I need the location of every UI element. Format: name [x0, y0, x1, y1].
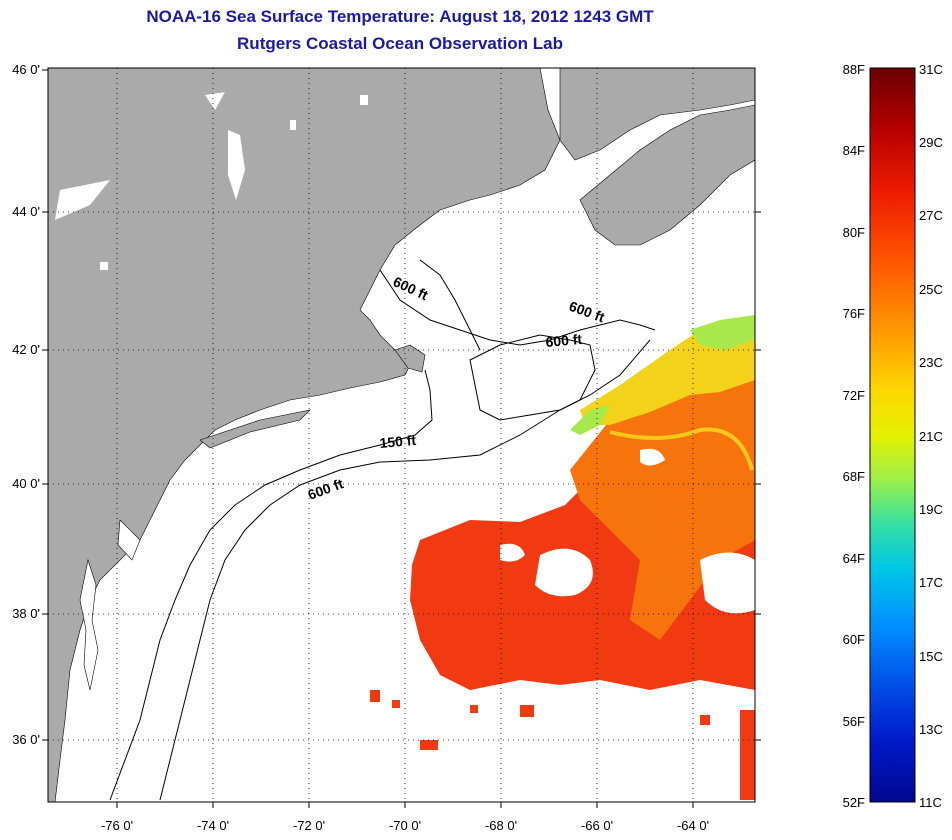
lon-tick-label: -76 0'	[101, 818, 133, 833]
tick-marks	[42, 69, 761, 808]
colorbar-c-label: 23C	[919, 355, 943, 370]
contour-line	[109, 369, 433, 801]
lat-tick-label: 42 0'	[12, 342, 40, 357]
contour-line	[379, 269, 656, 346]
colorbar-c-label: 27C	[919, 208, 943, 223]
colorbar-f-label: 52F	[843, 795, 865, 810]
colorbar-c-label: 13C	[919, 722, 943, 737]
delaware-bay	[117, 519, 141, 561]
colorbar-c-label: 29C	[919, 135, 943, 150]
colorbar-c-label: 11C	[919, 795, 942, 810]
lat-tick-label: 40 0'	[12, 476, 40, 491]
lat-tick-label: 46 0'	[12, 62, 40, 77]
colorbar-c-label: 21C	[919, 429, 943, 444]
lon-tick-label: -68 0'	[485, 818, 517, 833]
colorbar-f-label: 60F	[843, 632, 865, 647]
colorbar-c-label: 25C	[919, 282, 943, 297]
colorbar-c-label: 15C	[919, 649, 943, 664]
bathymetry-contours	[109, 259, 656, 801]
colorbar-f-label: 68F	[843, 469, 865, 484]
contour-label: 150 ft	[379, 432, 417, 451]
colorbar-f-label: 88F	[843, 62, 865, 77]
lat-tick-label: 36 0'	[12, 732, 40, 747]
colorbar-f-label: 76F	[843, 306, 865, 321]
colorbar-f-label: 64F	[843, 551, 865, 566]
long-island	[199, 409, 311, 449]
map-title: NOAA-16 Sea Surface Temperature: August …	[146, 7, 654, 26]
colorbar-c-label: 19C	[919, 502, 943, 517]
colorbar-c-label: 31C	[919, 62, 943, 77]
colorbar-f-label: 84F	[843, 143, 865, 158]
lon-tick-label: -72 0'	[293, 818, 325, 833]
colorbar-c-label: 17C	[919, 575, 943, 590]
cloud-gap	[700, 552, 755, 614]
map-subtitle: Rutgers Coastal Ocean Observation Lab	[237, 34, 563, 53]
lat-tick-label: 44 0'	[12, 204, 40, 219]
cloud-gap	[640, 448, 665, 466]
maritimes-land	[559, 68, 755, 161]
lake-champlain	[228, 130, 245, 200]
colorbar-f-label: 80F	[843, 225, 865, 240]
colorbar-f-label: 72F	[843, 388, 865, 403]
gulf-stream-filament	[609, 427, 754, 471]
contour-line	[469, 334, 596, 421]
colorbar	[869, 67, 916, 803]
contour-line	[419, 259, 481, 351]
lon-tick-label: -74 0'	[197, 818, 229, 833]
nova-scotia	[579, 104, 755, 246]
cloud-gap	[535, 548, 593, 597]
lon-tick-label: -70 0'	[389, 818, 421, 833]
cape-cod	[394, 344, 426, 373]
sst-data-layer	[370, 315, 755, 800]
green-water-patch	[570, 315, 755, 435]
map-border	[47, 67, 756, 803]
contour-label: 600 ft	[545, 331, 583, 350]
lat-tick-label: 38 0'	[12, 606, 40, 621]
land-layer	[48, 68, 755, 802]
colorbar-f-label: 56F	[843, 714, 865, 729]
lon-tick-label: -64 0'	[677, 818, 709, 833]
chesapeake-bay	[79, 558, 99, 691]
cloud-gap	[500, 543, 525, 562]
lon-tick-label: -66 0'	[581, 818, 613, 833]
